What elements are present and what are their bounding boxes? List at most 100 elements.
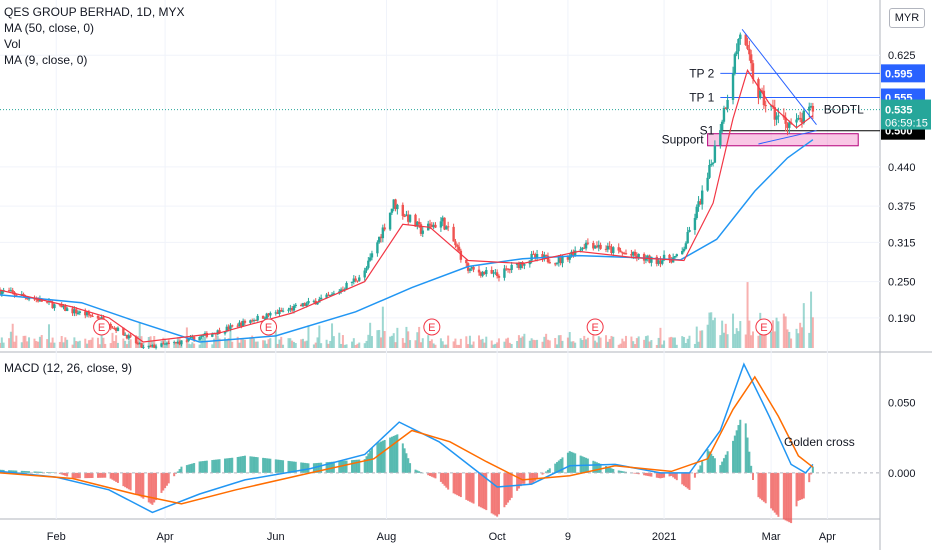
macd-histogram-bar <box>267 458 270 473</box>
macd-histogram-bar <box>60 472 63 475</box>
candle-body <box>555 262 559 264</box>
volume-bar <box>490 340 493 348</box>
candle-body <box>134 336 138 344</box>
candle-body <box>479 272 483 276</box>
candle-body <box>490 269 493 274</box>
candle-body <box>492 272 495 274</box>
candle-body <box>238 322 241 327</box>
currency-button[interactable]: MYR <box>889 8 925 28</box>
volume-bar <box>572 341 575 348</box>
volume-bar <box>122 338 125 348</box>
macd-histogram-bar <box>78 472 81 479</box>
legend-ma50[interactable]: MA (50, close, 0) <box>4 21 95 35</box>
macd-histogram-bar <box>548 468 551 473</box>
volume-bar <box>556 344 559 348</box>
candle-body <box>390 208 394 213</box>
candle-body <box>305 303 308 306</box>
volume-bar <box>343 344 346 348</box>
macd-legend[interactable]: MACD (12, 26, close, 9) <box>4 361 133 375</box>
candle-body <box>706 177 709 191</box>
candle-body <box>543 254 546 259</box>
candle-body <box>534 254 537 259</box>
macd-histogram-bar <box>470 472 473 503</box>
macd-histogram-bar <box>240 456 243 473</box>
candle-body <box>290 307 294 311</box>
macd-histogram-bar <box>761 472 764 501</box>
volume-bar <box>467 344 470 348</box>
candle-body <box>465 259 468 264</box>
trendlines <box>741 28 817 145</box>
macd-histogram-bar <box>675 472 678 481</box>
volume-bar <box>78 340 81 348</box>
annotation-golden-cross: Golden cross <box>784 435 855 449</box>
candle-body <box>379 236 383 239</box>
macd-histogram-bar <box>612 469 615 473</box>
volume-bar <box>608 339 611 348</box>
candle-body <box>432 224 435 228</box>
volume-bar <box>329 340 332 348</box>
legend-ma9[interactable]: MA (9, close, 0) <box>4 53 88 67</box>
ascending-trendline <box>758 130 817 145</box>
macd-histogram-bar <box>543 472 546 474</box>
legend-vol[interactable]: Vol <box>4 37 21 51</box>
volume-bar <box>644 336 647 348</box>
macd-histogram-bar <box>71 472 74 479</box>
volume-bar <box>396 327 399 348</box>
candle-body <box>100 317 103 320</box>
macd-histogram-bar <box>251 456 254 473</box>
macd-histogram-bar <box>20 470 23 473</box>
candle-body <box>303 303 307 306</box>
candle-body <box>407 214 410 222</box>
volume-bar <box>541 341 544 348</box>
candle-body <box>769 105 773 107</box>
candle-body <box>735 51 738 55</box>
candle-body <box>795 119 798 123</box>
macd-histogram-bar <box>115 472 118 482</box>
macd-histogram-bar <box>414 469 417 473</box>
volume-bar <box>732 313 735 348</box>
candle-body <box>227 326 230 330</box>
volume-bar <box>713 317 716 348</box>
volume-bar <box>254 341 257 348</box>
volume-bar <box>623 341 626 348</box>
volume-bar <box>670 336 673 348</box>
volume-bar <box>632 341 635 348</box>
volume-bar <box>227 338 230 348</box>
macd-histogram-bar <box>100 472 103 478</box>
candle-body <box>167 342 170 344</box>
candle-body <box>403 215 406 217</box>
volume-bar <box>13 341 16 348</box>
macd-histogram-bar <box>556 462 559 473</box>
candle-body <box>211 333 214 337</box>
macd-histogram-bar <box>459 472 462 498</box>
macd-histogram-bar <box>193 463 196 473</box>
macd-histogram-bar <box>111 472 114 480</box>
candle-body <box>624 253 628 255</box>
macd-histogram-bar <box>416 470 419 473</box>
macd-histogram-bar <box>238 456 241 473</box>
macd-histogram-bar <box>292 461 295 473</box>
volume-bar <box>305 340 308 348</box>
macd-histogram-bar <box>713 458 716 473</box>
macd-histogram-bar <box>316 462 319 473</box>
volume-bar <box>724 323 727 348</box>
candle-body <box>597 244 600 248</box>
volume-bar <box>545 333 548 348</box>
macd-histogram-bar <box>263 458 266 473</box>
macd-histogram-bar <box>485 472 488 511</box>
candle-body <box>116 327 120 331</box>
macd-histogram-bar <box>383 439 386 473</box>
x-tick-label: Jun <box>267 531 285 543</box>
volume-bar <box>710 312 713 348</box>
candle-body <box>635 255 639 258</box>
candle-body <box>505 268 508 270</box>
macd-histogram-bar <box>595 462 598 473</box>
candle-body <box>312 300 316 302</box>
candle-body <box>249 320 252 323</box>
volume-bar <box>392 333 395 348</box>
macd-histogram-bar <box>505 472 508 505</box>
volume-bar <box>583 335 586 348</box>
candle-body <box>459 250 463 260</box>
volume-bar <box>15 335 18 348</box>
